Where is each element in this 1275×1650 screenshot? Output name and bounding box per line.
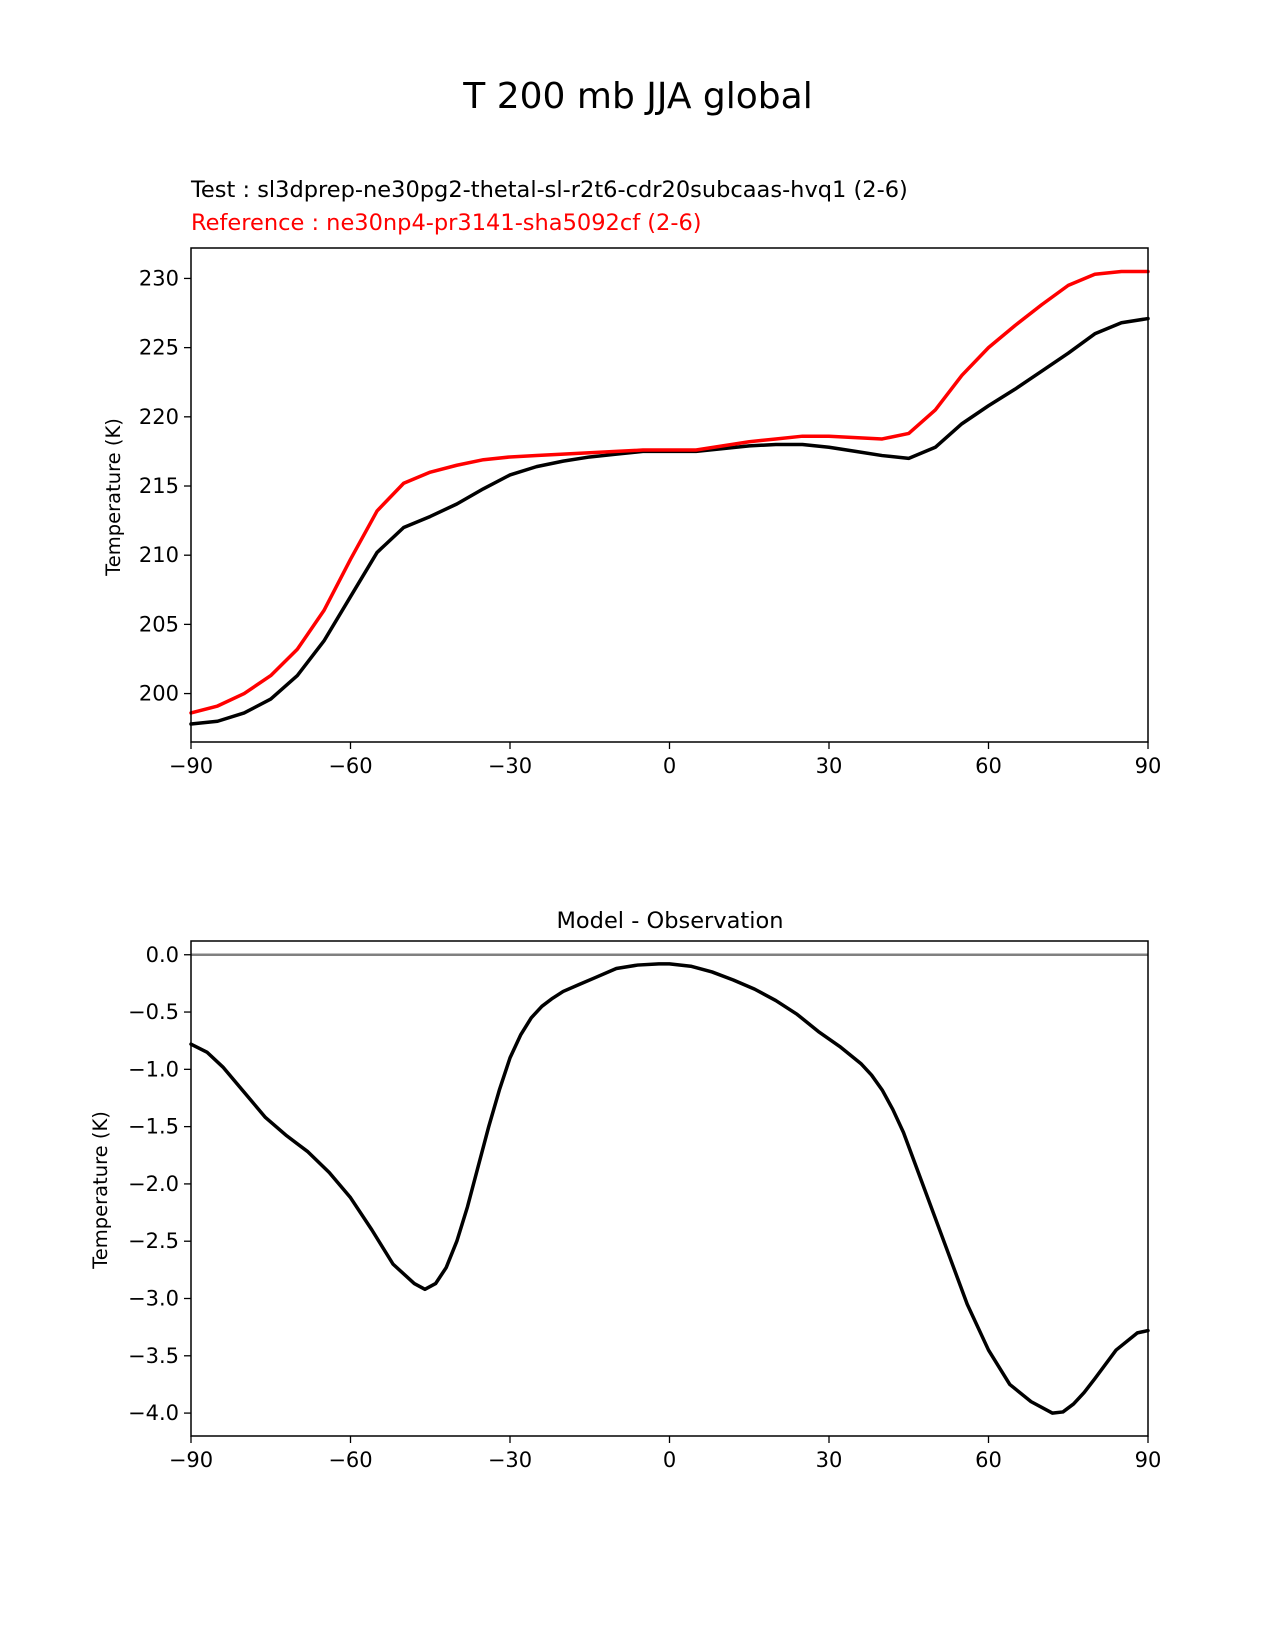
bottom-series-line-0 bbox=[189, 962, 1150, 1415]
top-y-axis-label: Temperature (K) bbox=[102, 418, 125, 577]
bottom-x-tick-label: −90 bbox=[169, 1448, 213, 1472]
bottom-y-tick-label: −3.5 bbox=[128, 1344, 179, 1368]
bottom-x-tick-label: 90 bbox=[1135, 1448, 1162, 1472]
bottom-y-tick-label: −3.0 bbox=[128, 1287, 179, 1311]
top-x-tick-label: −90 bbox=[169, 754, 213, 778]
bottom-x-tick-label: −60 bbox=[328, 1448, 372, 1472]
bottom-panel-title: Model - Observation bbox=[557, 908, 784, 934]
bottom-y-axis-label: Temperature (K) bbox=[89, 1111, 112, 1270]
top-x-tick-label: 60 bbox=[975, 754, 1002, 778]
top-y-tick-label: 225 bbox=[139, 336, 179, 360]
top-plot-area: −90 −60 −30 0 30 60 90 200 205 210 215 220 225 230 bbox=[139, 247, 1162, 778]
top-x-tick-label: 0 bbox=[663, 754, 676, 778]
top-x-tick-label: 30 bbox=[816, 754, 843, 778]
top-y-tick-label: 205 bbox=[139, 612, 179, 636]
top-x-tick-label: 90 bbox=[1135, 754, 1162, 778]
bottom-x-tick-label: 0 bbox=[663, 1448, 676, 1472]
top-y-tick-label: 210 bbox=[139, 543, 179, 567]
bottom-x-tick-label: 30 bbox=[816, 1448, 843, 1472]
top-y-tick-label: 200 bbox=[139, 682, 179, 706]
reference-label: Reference : ne30np4-pr3141-sha5092cf (2-… bbox=[191, 210, 702, 236]
bottom-panel: Model - Observation Temperature (K) −90−… bbox=[89, 908, 1161, 1472]
top-y-tick-label: 220 bbox=[139, 405, 179, 429]
bottom-y-tick-label: 0.0 bbox=[146, 943, 179, 967]
test-label: Test : sl3dprep-ne30pg2-thetal-sl-r2t6-c… bbox=[190, 177, 908, 203]
figure-title: T 200 mb JJA global bbox=[462, 76, 812, 117]
top-y-tick-label: 230 bbox=[139, 266, 179, 290]
top-x-tick-label: −30 bbox=[488, 754, 532, 778]
bottom-y-tick-label: −4.0 bbox=[128, 1401, 179, 1425]
top-x-tick-label: −60 bbox=[328, 754, 372, 778]
top-panel: Test : sl3dprep-ne30pg2-thetal-sl-r2t6-c… bbox=[102, 177, 1161, 778]
bottom-y-tick-label: −1.5 bbox=[128, 1115, 179, 1139]
bottom-axes-frame bbox=[190, 940, 1149, 1437]
top-y-tick-label: 215 bbox=[139, 474, 179, 498]
bottom-plot-area: −90 −60 −30 0 30 60 90 0.0 −0.5 −1.0 −1.5 −2.0 −2.5 −… bbox=[128, 940, 1162, 1472]
bottom-x-tick-label: 60 bbox=[975, 1448, 1002, 1472]
top-series-line-1 bbox=[189, 269, 1150, 715]
bottom-x-tick-label: −30 bbox=[488, 1448, 532, 1472]
top-series-line-0 bbox=[189, 316, 1150, 726]
top-axes-frame bbox=[190, 247, 1149, 743]
bottom-y-tick-label: −2.5 bbox=[128, 1229, 179, 1253]
bottom-y-tick-label: −1.0 bbox=[128, 1057, 179, 1081]
bottom-y-tick-label: −0.5 bbox=[128, 1000, 179, 1024]
bottom-y-tick-label: −2.0 bbox=[128, 1172, 179, 1196]
